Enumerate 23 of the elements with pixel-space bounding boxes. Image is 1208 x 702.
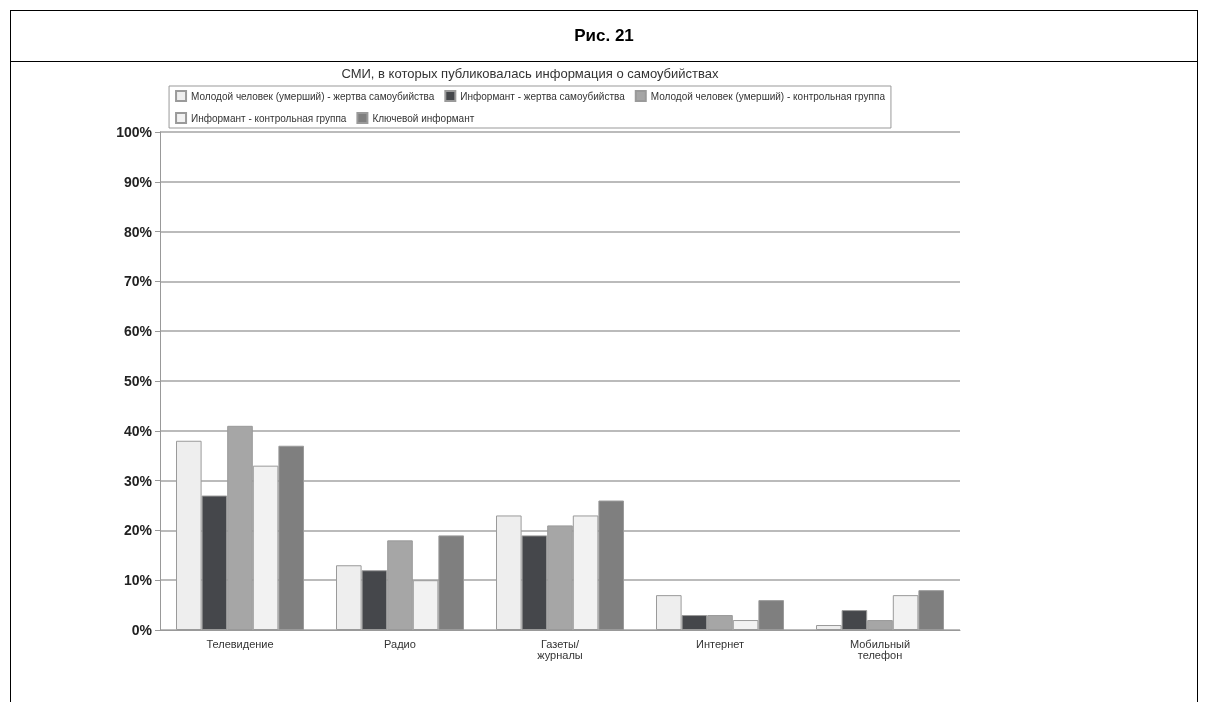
- y-tick-label: 70%: [123, 273, 153, 290]
- chart-subtitle: СМИ, в которых публиковалась информация о самоубийствах: [341, 66, 720, 81]
- y-tick-label: 90%: [123, 173, 153, 190]
- y-tick-label: 20%: [123, 522, 153, 539]
- y-tick-label: 50%: [123, 373, 153, 389]
- legend-label: Информант - жертва самоубийства: [460, 90, 626, 102]
- legend-label: Информант - контрольная группа: [191, 112, 347, 124]
- legend-label: Молодой человек (умерший) - жертва самоубийства: [191, 90, 435, 102]
- legend-label: Молодой человек (умерший) - контрольная группа: [650, 90, 886, 102]
- x-tick-label: Мобильный телефон: [849, 637, 911, 661]
- x-tick-label: Газеты/ журналы: [537, 637, 583, 661]
- chart-title: Рис. 21: [11, 11, 1197, 62]
- y-tick-label: 30%: [123, 472, 153, 489]
- y-tick-label: 40%: [123, 422, 153, 439]
- y-tick-label: 0%: [131, 622, 153, 638]
- y-tick-label: 100%: [116, 124, 153, 140]
- x-tick-label: Интернет: [696, 637, 744, 650]
- y-tick-label: 80%: [123, 223, 153, 240]
- y-tick-label: 60%: [123, 323, 153, 340]
- legend-label: Ключевой информант: [372, 112, 475, 124]
- y-tick-label: 10%: [123, 572, 153, 589]
- x-tick-label: Радио: [384, 637, 416, 650]
- x-tick-label: Телевидение: [206, 637, 274, 650]
